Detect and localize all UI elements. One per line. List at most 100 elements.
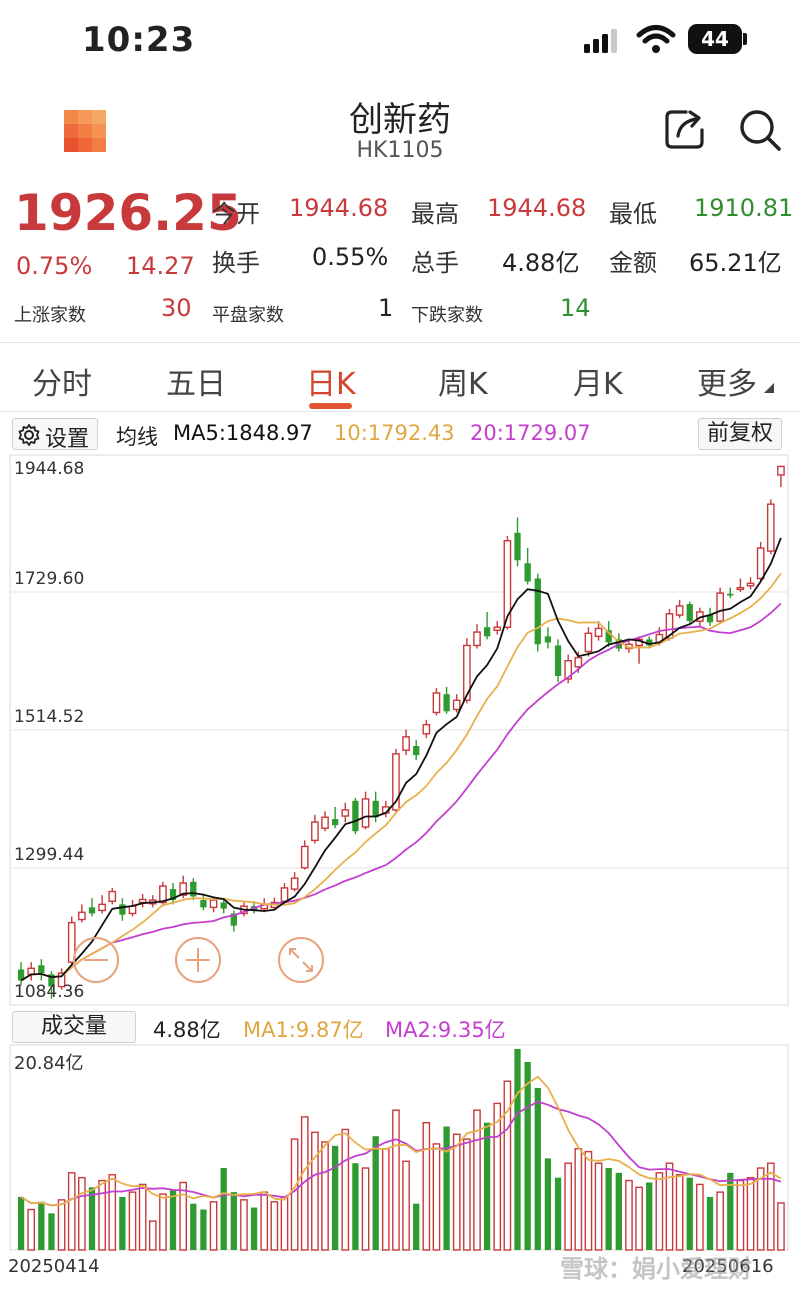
adjust-button[interactable]: 前复权 bbox=[698, 418, 782, 450]
tab-monthly-k[interactable]: 月K bbox=[573, 367, 623, 402]
candle-up bbox=[108, 890, 117, 902]
candle-down bbox=[524, 563, 531, 582]
volume-bar-up bbox=[422, 1121, 431, 1251]
volume-bar-up bbox=[696, 1183, 704, 1251]
kline-chart[interactable]: 1944.68 1729.60 1514.52 1299.44 1084.36 bbox=[0, 412, 800, 1290]
ma-lines bbox=[20, 537, 782, 982]
tab-daily-k[interactable]: 日K bbox=[306, 367, 356, 402]
candle-down bbox=[352, 800, 359, 832]
tab-five-day[interactable]: 五日 bbox=[166, 367, 226, 402]
candle-up bbox=[159, 885, 167, 904]
high-value: 1944.68 bbox=[487, 194, 587, 222]
volume-value: 4.88亿 bbox=[153, 1018, 221, 1042]
candle-down bbox=[514, 532, 521, 561]
amount-label: 金额 bbox=[609, 249, 657, 277]
rising-count: 30 bbox=[161, 294, 192, 322]
candle-up bbox=[311, 821, 319, 842]
candle-up bbox=[78, 911, 86, 921]
flat-count-label: 平盘家数 bbox=[212, 305, 284, 326]
candle-up bbox=[777, 465, 785, 476]
zoom-in-icon bbox=[175, 937, 221, 983]
volume-bar-up bbox=[341, 1128, 350, 1251]
fullscreen-icon bbox=[278, 937, 324, 983]
candle-down bbox=[332, 819, 339, 826]
candle-up bbox=[452, 699, 461, 711]
volume-bar-up bbox=[108, 1174, 117, 1251]
candle-up bbox=[574, 656, 583, 668]
volume-bar-down bbox=[544, 1158, 552, 1250]
open-label: 今开 bbox=[212, 200, 260, 228]
volume-ma2: MA2:9.35亿 bbox=[385, 1018, 506, 1042]
candle-down bbox=[119, 904, 126, 915]
candle-down bbox=[88, 907, 96, 914]
volume-bar-down bbox=[646, 1182, 653, 1250]
volume-bar-down bbox=[443, 1126, 450, 1250]
tab-weekly-k[interactable]: 周K bbox=[438, 367, 488, 402]
candle-down bbox=[48, 974, 55, 987]
fullscreen-arrows bbox=[289, 948, 313, 972]
volume-bar-up bbox=[57, 1199, 66, 1251]
zoom-controls bbox=[73, 937, 324, 983]
stock-code: HK1105 bbox=[356, 138, 444, 163]
candle-down bbox=[169, 889, 177, 901]
candle-down bbox=[544, 636, 552, 643]
search-icon[interactable] bbox=[738, 108, 782, 152]
open-value: 1944.68 bbox=[289, 194, 389, 222]
candle-down bbox=[17, 969, 25, 981]
tab-intraday[interactable]: 分时 bbox=[32, 367, 92, 402]
volume-bar-up bbox=[321, 1141, 329, 1251]
volume-bar-down bbox=[413, 1203, 420, 1250]
quote-panel: 1926.25 0.75% 14.27 今开 1944.68 最高 1944.6… bbox=[0, 180, 800, 340]
share-icon[interactable] bbox=[664, 108, 706, 150]
volume-bar-up bbox=[777, 1202, 785, 1251]
candle-down bbox=[230, 913, 237, 926]
volume-indicator-button[interactable]: 成交量 bbox=[12, 1011, 136, 1043]
volume-bar-up bbox=[564, 1162, 573, 1251]
candle-up bbox=[736, 586, 745, 591]
end-date: 20250616 bbox=[682, 1256, 774, 1277]
price-axis-label: 1084.36 bbox=[14, 982, 84, 1002]
falling-count-label: 下跌家数 bbox=[411, 305, 483, 326]
settings-button[interactable]: 设置 bbox=[12, 418, 98, 452]
volume-bar-up bbox=[766, 1162, 775, 1251]
candle-down bbox=[727, 593, 734, 596]
gear-icon bbox=[18, 424, 40, 446]
candle-up bbox=[564, 660, 573, 680]
volume-bar-up bbox=[138, 1183, 147, 1251]
volume-bar-up bbox=[584, 1150, 593, 1251]
volume-bar-up bbox=[503, 1080, 512, 1251]
tab-more[interactable]: 更多 bbox=[697, 367, 757, 402]
volume-bar-down bbox=[524, 1061, 531, 1250]
volume-bar-up bbox=[311, 1131, 319, 1251]
chart-grid bbox=[9, 454, 789, 1251]
candle-up bbox=[361, 798, 370, 828]
volume-bar-up bbox=[665, 1162, 674, 1251]
volume-bar-up bbox=[675, 1174, 684, 1251]
battery-icon: 44 bbox=[688, 24, 742, 54]
amount-value: 65.21亿 bbox=[689, 249, 782, 277]
volume-bar-up bbox=[290, 1138, 299, 1251]
falling-count: 14 bbox=[560, 294, 591, 322]
candle-up bbox=[422, 723, 431, 735]
watermark: 雪球：娟小爱理财 bbox=[560, 1255, 752, 1283]
volume-label: 总手 bbox=[411, 249, 459, 277]
candle-up bbox=[766, 503, 775, 552]
candle-down bbox=[605, 630, 612, 643]
volume-bar-up bbox=[361, 1167, 370, 1251]
candle-down bbox=[646, 639, 653, 646]
candle-down bbox=[706, 615, 714, 623]
status-bar: 10:23 44 bbox=[0, 0, 800, 80]
candle-up bbox=[716, 592, 724, 622]
settings-label: 设置 bbox=[45, 427, 90, 452]
volume-bar-up bbox=[128, 1191, 137, 1251]
page-title: 创新药 bbox=[349, 100, 451, 140]
volume-bars bbox=[17, 1049, 785, 1251]
volume-bar-up bbox=[27, 1208, 36, 1251]
period-tabs: 分时 五日 日K 周K 月K 更多 bbox=[0, 345, 800, 411]
volume-bar-down bbox=[169, 1190, 177, 1250]
volume-bar-up bbox=[736, 1179, 745, 1251]
candle-up bbox=[675, 605, 684, 616]
volume-bar-down bbox=[190, 1203, 197, 1250]
candle-up bbox=[463, 644, 471, 701]
low-value: 1910.81 bbox=[694, 194, 794, 222]
